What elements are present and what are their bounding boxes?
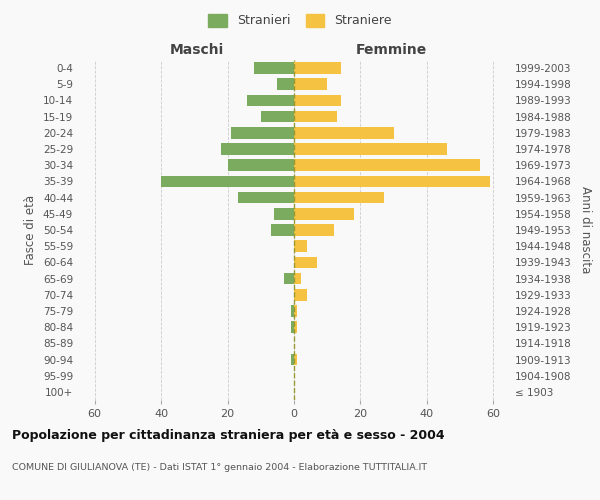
Bar: [294, 224, 334, 236]
Bar: [254, 62, 294, 74]
Bar: [294, 160, 480, 171]
Bar: [227, 160, 294, 171]
Bar: [294, 94, 341, 106]
Bar: [294, 208, 354, 220]
Bar: [294, 111, 337, 122]
Bar: [231, 127, 294, 138]
Bar: [290, 305, 294, 317]
Bar: [294, 354, 298, 366]
Text: Femmine: Femmine: [356, 43, 427, 57]
Y-axis label: Fasce di età: Fasce di età: [25, 195, 37, 265]
Bar: [277, 78, 294, 90]
Bar: [294, 322, 298, 333]
Text: COMUNE DI GIULIANOVA (TE) - Dati ISTAT 1° gennaio 2004 - Elaborazione TUTTITALIA: COMUNE DI GIULIANOVA (TE) - Dati ISTAT 1…: [12, 464, 427, 472]
Bar: [247, 94, 294, 106]
Bar: [294, 272, 301, 284]
Bar: [161, 176, 294, 188]
Bar: [221, 143, 294, 155]
Bar: [284, 272, 294, 284]
Bar: [294, 78, 327, 90]
Bar: [294, 256, 317, 268]
Y-axis label: Anni di nascita: Anni di nascita: [578, 186, 592, 274]
Bar: [294, 143, 447, 155]
Bar: [294, 192, 384, 203]
Bar: [261, 111, 294, 122]
Bar: [294, 305, 298, 317]
Legend: Stranieri, Straniere: Stranieri, Straniere: [203, 8, 397, 32]
Bar: [290, 354, 294, 366]
Text: Popolazione per cittadinanza straniera per età e sesso - 2004: Popolazione per cittadinanza straniera p…: [12, 430, 445, 442]
Bar: [274, 208, 294, 220]
Bar: [238, 192, 294, 203]
Bar: [294, 176, 490, 188]
Bar: [294, 289, 307, 300]
Bar: [290, 322, 294, 333]
Bar: [294, 62, 341, 74]
Bar: [271, 224, 294, 236]
Text: Maschi: Maschi: [170, 43, 224, 57]
Bar: [294, 240, 307, 252]
Bar: [294, 127, 394, 138]
